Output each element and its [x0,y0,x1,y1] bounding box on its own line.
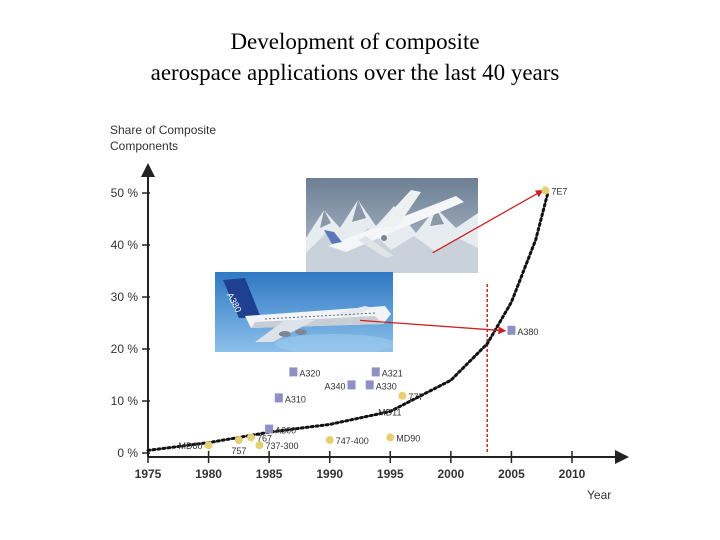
x-tick-label: 1995 [377,467,404,481]
aircraft-photo-mountains [306,178,478,273]
aircraft-marker [325,436,334,444]
y-tick-label: 30 % [111,290,139,304]
aircraft-label: 737-300 [265,441,298,451]
aircraft-label: A300 [275,426,296,436]
a380-photo: A380 [215,272,393,352]
aircraft-marker [386,433,395,442]
x-tick-label: 1975 [135,467,162,481]
aircraft-label: A320 [299,368,320,378]
slide-title: Development of composite aerospace appli… [0,26,710,88]
aircraft-marker [289,367,298,377]
aircraft-label: A330 [376,381,397,391]
y-tick-label: 50 % [111,186,139,200]
aircraft-marker [234,436,243,444]
y-tick-label: 0 % [117,446,138,460]
aircraft-label: 777 [408,392,423,402]
callout-arrow [359,319,507,335]
aircraft-label: 747-400 [336,436,369,446]
aircraft-label: MD90 [396,433,420,443]
aircraft-marker [255,441,264,450]
aircraft-label: A310 [285,394,306,404]
aircraft-marker [274,393,283,403]
x-tick-label: 1980 [195,467,222,481]
y-axis-label-line1: Share of Composite [110,123,216,137]
aircraft-marker [204,441,213,450]
x-axis-label: Year [587,488,611,502]
y-tick-label: 20 % [111,342,139,356]
y-axis-label-line2: Components [110,139,178,153]
aircraft-marker [507,325,516,335]
aircraft-marker [265,424,274,434]
x-tick-label: 1990 [316,467,343,481]
aircraft-label: A340 [324,381,345,391]
aircraft-label: 767 [257,433,272,443]
aircraft-label: 7E7 [551,186,567,196]
aircraft-label: A321 [382,368,403,378]
x-tick-label: 2005 [498,467,525,481]
aircraft-marker [365,380,374,390]
y-tick-label: 10 % [111,394,139,408]
slide-title-line2: aerospace applications over the last 40 … [150,60,560,85]
aircraft-marker [347,380,356,390]
aircraft-marker [246,433,255,442]
aircraft-marker [541,186,550,195]
x-tick-label: 2000 [438,467,465,481]
slide-title-line1: Development of composite [230,29,480,54]
x-tick-label: 1985 [256,467,283,481]
y-tick-label: 40 % [111,238,139,252]
aircraft-label: 757 [231,446,246,456]
aircraft-marker [371,367,380,377]
aircraft-label: MD11 [378,407,401,417]
aircraft-label: A380 [517,327,538,337]
aircraft-marker [398,391,407,400]
callout-arrow [432,189,544,254]
x-tick-label: 2010 [559,467,586,481]
aircraft-label: MD80 [179,441,203,451]
